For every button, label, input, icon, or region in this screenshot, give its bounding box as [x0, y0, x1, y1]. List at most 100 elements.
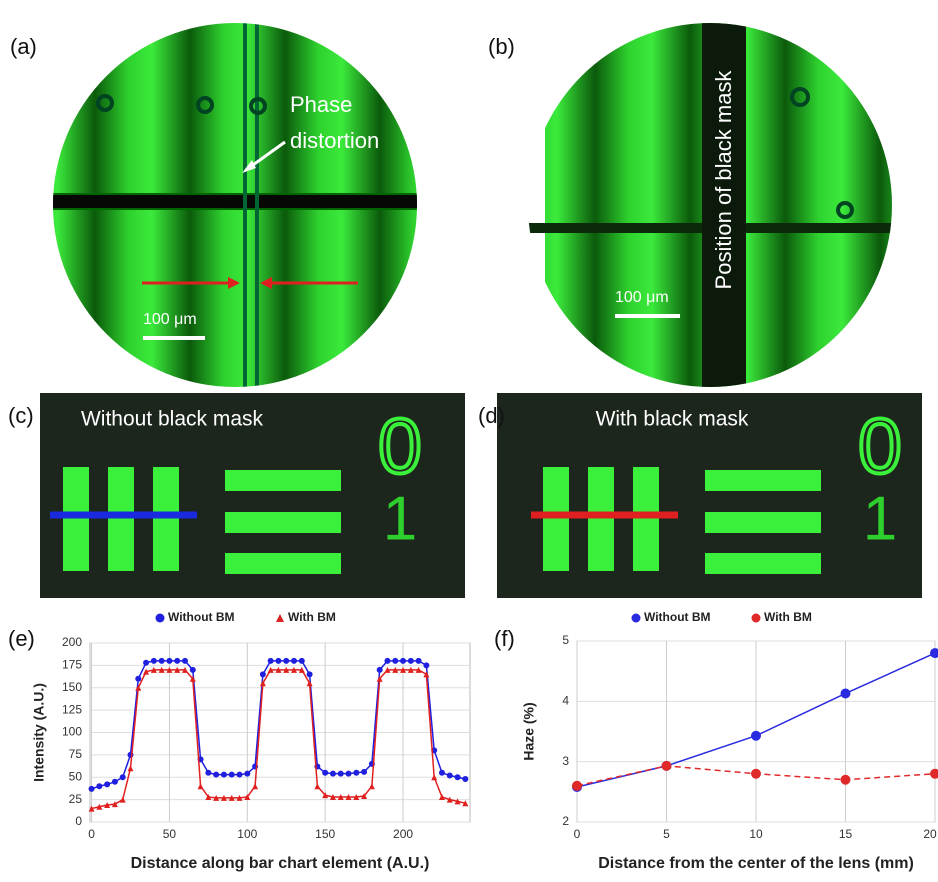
point: [423, 662, 429, 668]
point: [322, 770, 328, 776]
point: [330, 771, 336, 777]
point: [166, 658, 172, 664]
legend-swatch: [632, 614, 641, 623]
point: [120, 774, 126, 780]
y-axis-title: Intensity (A.U.): [31, 683, 47, 782]
point: [205, 770, 211, 776]
legend-swatch: [276, 614, 284, 622]
caption: Without black mask: [81, 408, 264, 431]
y-tick-label: 0: [75, 814, 82, 828]
scale-label: 100 μm: [143, 311, 197, 328]
x-tick-label: 5: [663, 827, 670, 841]
x-tick-label: 0: [88, 827, 95, 841]
point: [392, 658, 398, 664]
point: [455, 774, 461, 780]
y-tick-label: 100: [62, 725, 82, 739]
point: [135, 676, 141, 682]
annotation: Position of black mask: [711, 70, 736, 290]
x-tick-label: 200: [393, 827, 413, 841]
point: [89, 786, 95, 792]
y-tick-label: 25: [69, 792, 83, 806]
point: [361, 769, 367, 775]
x-tick-label: 0: [574, 827, 581, 841]
point: [291, 658, 297, 664]
y-tick-label: 200: [62, 635, 82, 649]
annotation: Phase: [290, 92, 352, 117]
point: [104, 781, 110, 787]
x-tick-label: 150: [315, 827, 335, 841]
figure: (a) Phase distortion 100 μm (b) Position…: [0, 0, 938, 877]
y-tick-label: 175: [62, 658, 82, 672]
y-tick-label: 4: [562, 694, 569, 708]
x-tick-label: 10: [749, 827, 763, 841]
point: [751, 769, 761, 779]
point: [283, 658, 289, 664]
legend-label: With BM: [764, 610, 812, 624]
point: [143, 660, 149, 666]
point: [260, 671, 266, 677]
y-tick-label: 3: [562, 754, 569, 768]
panel-label: (b): [488, 34, 515, 59]
panel-b: (b) Position of black mask 100 μm: [488, 20, 925, 390]
digit: 0: [858, 402, 901, 490]
scale-label: 100 μm: [615, 289, 669, 306]
panel-label: (d): [478, 403, 505, 428]
point: [841, 775, 851, 785]
point: [377, 667, 383, 673]
y-tick-label: 75: [69, 747, 83, 761]
point: [416, 658, 422, 664]
point: [462, 776, 468, 782]
point: [213, 772, 219, 778]
point: [174, 658, 180, 664]
point: [400, 658, 406, 664]
caption: With black mask: [596, 408, 749, 431]
x-tick-label: 15: [839, 827, 853, 841]
point: [159, 658, 165, 664]
point: [346, 771, 352, 777]
point: [307, 671, 313, 677]
legend-label: Without BM: [644, 610, 711, 624]
point: [408, 658, 414, 664]
y-tick-label: 2: [562, 814, 569, 828]
panel-label: (e): [8, 626, 35, 651]
point: [182, 658, 188, 664]
y-tick-label: 125: [62, 702, 82, 716]
point: [151, 658, 157, 664]
legend-label: With BM: [288, 610, 336, 624]
x-axis-title: Distance from the center of the lens (mm…: [598, 855, 914, 872]
digit: 1: [863, 484, 897, 553]
annotation: distortion: [290, 128, 379, 153]
charts: 0255075100125150175200050100150200Distan…: [31, 610, 938, 872]
legend-label: Without BM: [168, 610, 235, 624]
y-tick-label: 150: [62, 680, 82, 694]
y-tick-label: 5: [562, 633, 569, 647]
point: [190, 667, 196, 673]
y-tick-label: 50: [69, 769, 83, 783]
digit: 1: [383, 484, 417, 553]
panel-label: (f): [494, 626, 515, 651]
point: [572, 781, 582, 791]
point: [275, 658, 281, 664]
point: [244, 771, 250, 777]
point: [229, 772, 235, 778]
x-axis-title: Distance along bar chart element (A.U.): [131, 855, 430, 872]
point: [237, 772, 243, 778]
panel-label: (c): [8, 403, 34, 428]
panel-c: 0 1 Without black mask (c): [8, 393, 465, 598]
point: [353, 770, 359, 776]
point: [221, 772, 227, 778]
digit: 0: [378, 402, 421, 490]
x-tick-label: 50: [163, 827, 177, 841]
point: [268, 658, 274, 664]
panel-d: 0 1 With black mask (d): [478, 393, 922, 598]
point: [662, 761, 672, 771]
point: [96, 783, 102, 789]
y-axis-title: Haze (%): [521, 702, 537, 760]
legend-swatch: [752, 614, 761, 623]
point: [384, 658, 390, 664]
point: [751, 731, 761, 741]
x-tick-label: 20: [923, 827, 937, 841]
point: [439, 770, 445, 776]
point: [112, 779, 118, 785]
point: [299, 658, 305, 664]
